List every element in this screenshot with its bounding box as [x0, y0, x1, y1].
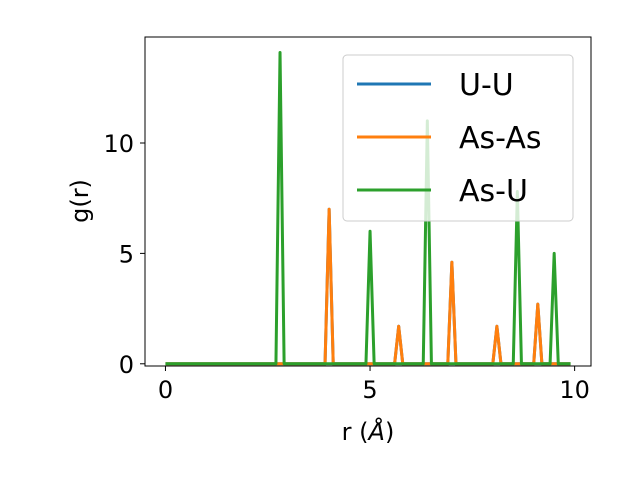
x-axis-label: r (Å) [342, 417, 395, 446]
series-line-as-as [165, 207, 571, 366]
plot-frame [144, 36, 592, 367]
x-tick-label: 5 [362, 376, 377, 404]
legend: U-U As-As As-U [342, 54, 574, 222]
x-tick-label: 0 [158, 376, 173, 404]
legend-label-u-u: U-U [459, 68, 514, 103]
y-tick-label: 10 [103, 130, 134, 158]
y-tick-label: 5 [119, 240, 134, 268]
x-axis: 0 5 10 [158, 366, 590, 404]
legend-label-as-as: As-As [459, 121, 541, 156]
y-axis: 0 5 10 [103, 130, 145, 379]
y-axis-label: g(r) [66, 179, 94, 223]
x-tick-label: 10 [559, 376, 590, 404]
legend-label-as-u: As-U [459, 174, 528, 209]
y-tick-label: 0 [119, 351, 134, 379]
legend-box [342, 54, 574, 222]
